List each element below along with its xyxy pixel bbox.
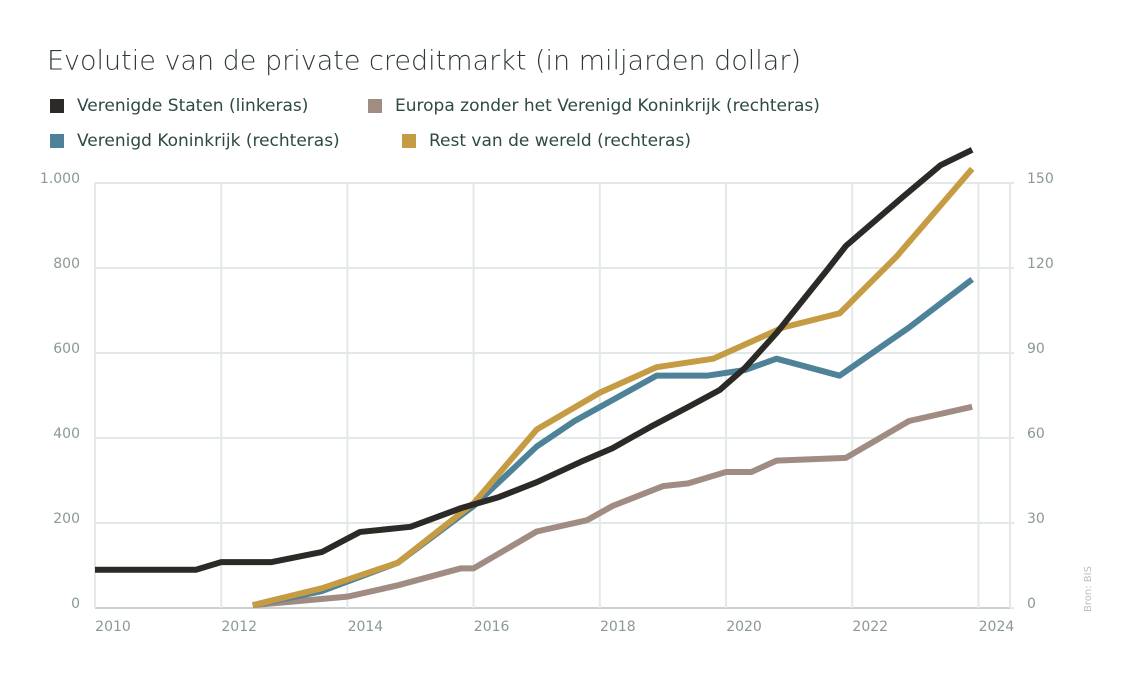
chart-title: Evolutie van de private creditmarkt (in …	[47, 46, 801, 77]
y2-tick-label: 60	[1027, 426, 1045, 442]
x-tick-label: 2014	[348, 619, 384, 635]
x-tick-label: 2022	[852, 619, 888, 635]
source: Bron: BIS	[1083, 566, 1094, 612]
x-tick-label: 2020	[726, 619, 762, 635]
series-line	[95, 147, 974, 573]
legend-label: Europa zonder het Verenigd Koninkrijk (r…	[395, 96, 820, 116]
y-tick-label: 800	[53, 256, 80, 272]
y2-tick-label: 150	[1027, 171, 1054, 187]
y2-tick-label: 30	[1027, 511, 1045, 527]
y-tick-label: 600	[53, 341, 80, 357]
legend-label: Verenigde Staten (linkeras)	[77, 96, 308, 116]
legend-marker	[50, 99, 64, 113]
y2-tick-label: 0	[1027, 596, 1036, 612]
legend-marker	[368, 99, 382, 113]
x-tick-label: 2024	[979, 619, 1015, 635]
y-tick-label: 1.000	[40, 171, 80, 187]
legend-label: Rest van de wereld (rechteras)	[429, 131, 691, 151]
x-tick-label: 2010	[95, 619, 131, 635]
y-tick-label: 400	[53, 426, 80, 442]
x-tick-label: 2018	[600, 619, 636, 635]
legend-label: Verenigd Koninkrijk (rechteras)	[77, 131, 340, 151]
legend-marker	[402, 134, 416, 148]
y2-tick-label: 120	[1027, 256, 1054, 272]
x-tick-label: 2012	[221, 619, 257, 635]
legend-marker	[50, 134, 64, 148]
series-line	[252, 166, 975, 609]
y2-tick-label: 90	[1027, 341, 1045, 357]
y-tick-label: 200	[53, 511, 80, 527]
y-tick-label: 0	[71, 596, 80, 612]
series-line	[252, 403, 973, 609]
x-tick-label: 2016	[474, 619, 510, 635]
series-line	[252, 276, 974, 609]
